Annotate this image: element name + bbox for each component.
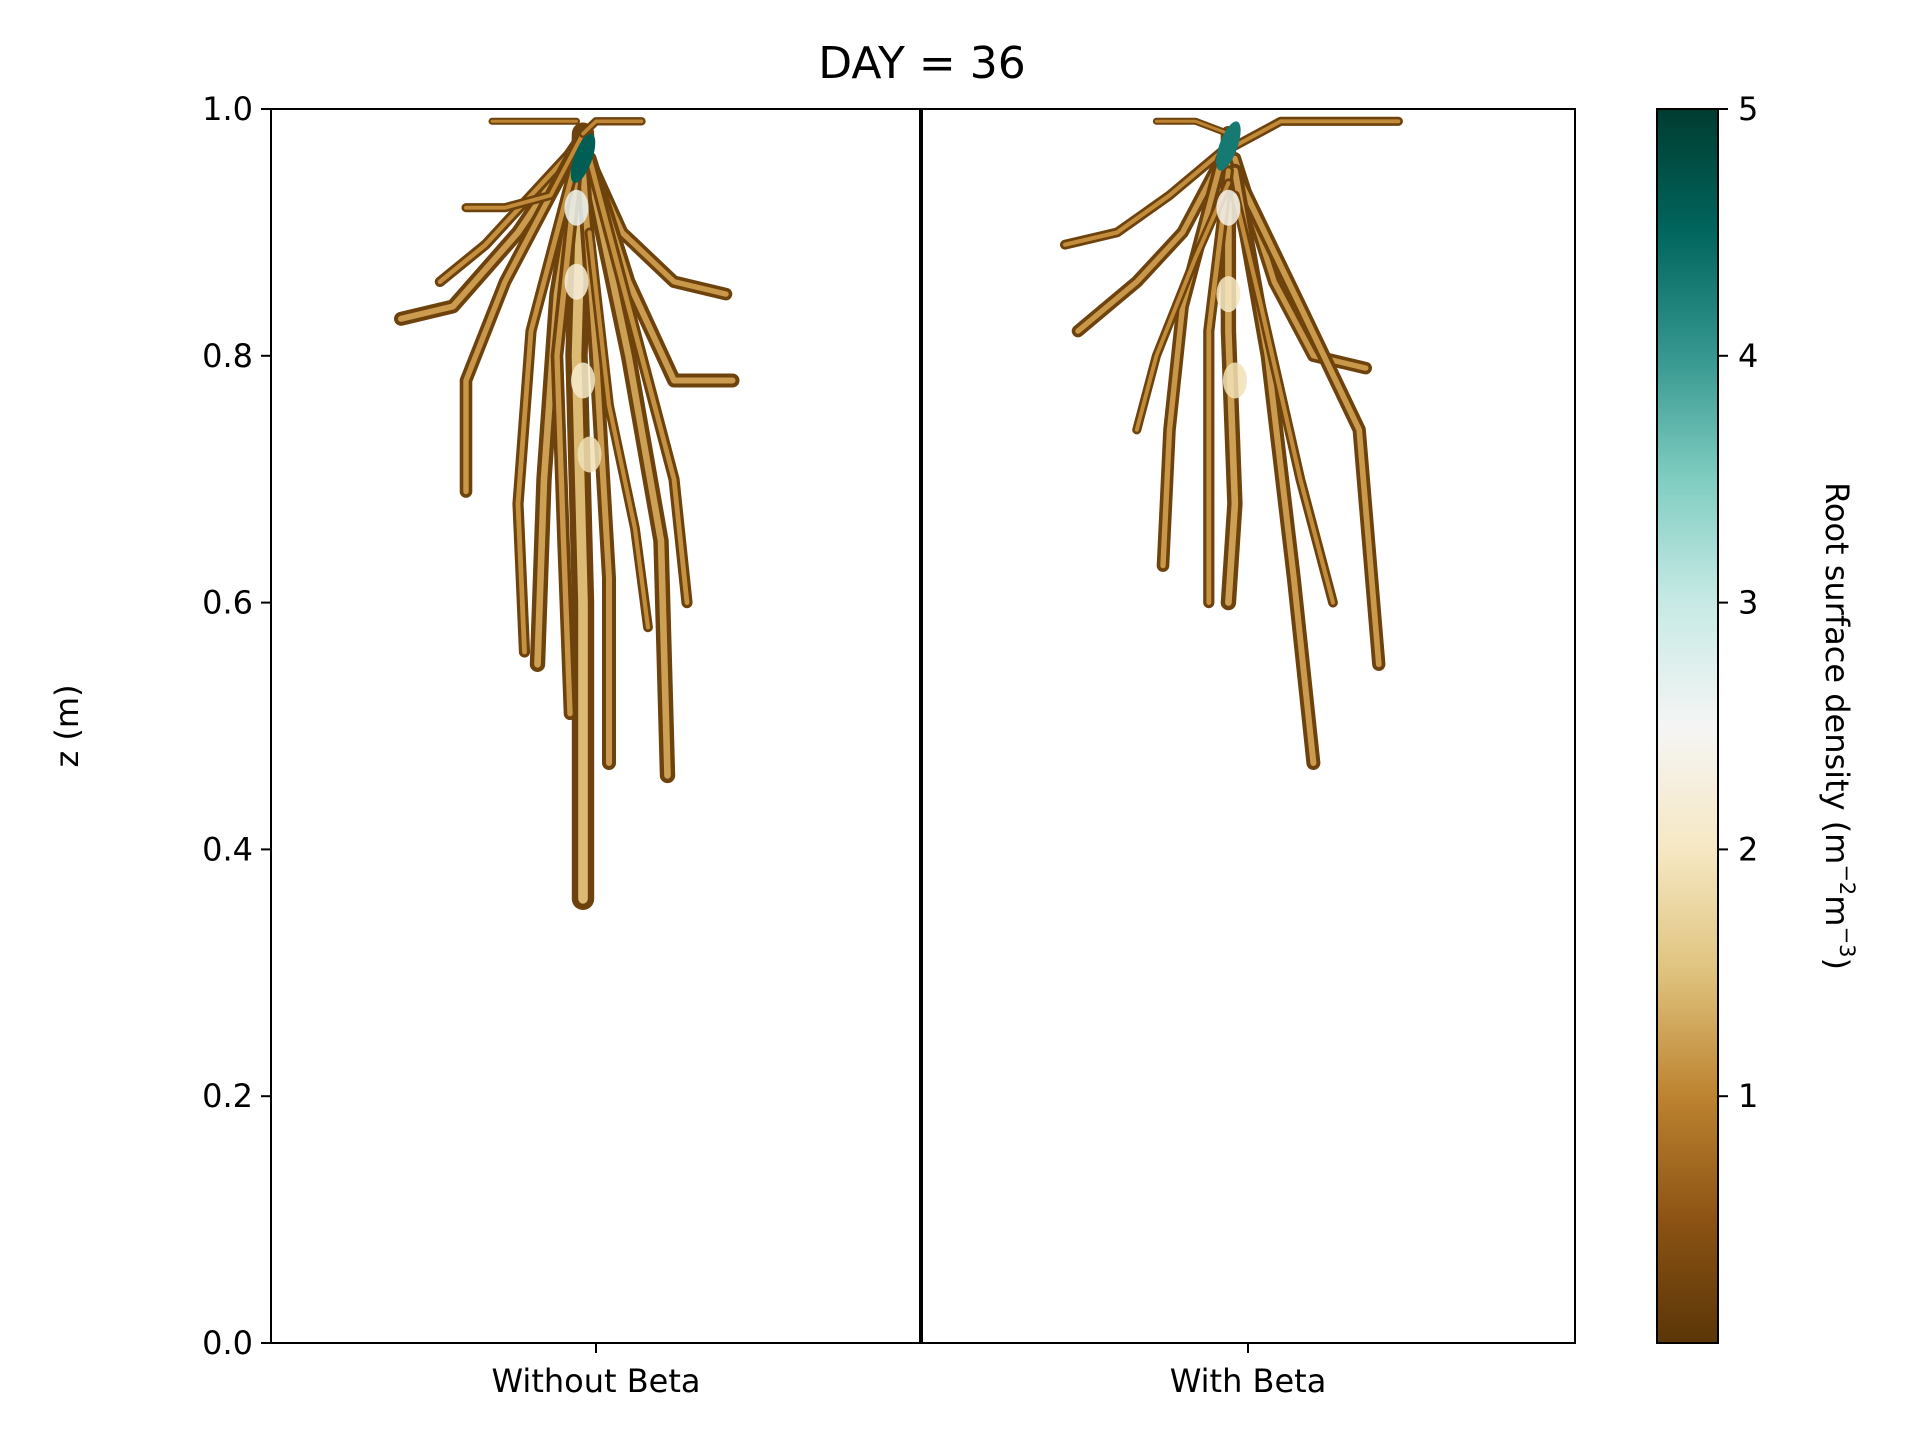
colorbar-label: Root surface density (m−2m−3) [1818, 482, 1859, 970]
root-density-hotspot [571, 362, 595, 399]
root-density-hotspot [1216, 276, 1241, 313]
y-tick-label: 0.4 [202, 830, 253, 868]
colorbar-label-sup2: −3 [1835, 926, 1859, 957]
root-density-core [1232, 193, 1336, 605]
panel-with-beta [1060, 116, 1403, 770]
root-density-core [1134, 181, 1231, 432]
y-tick-label: 0.2 [202, 1077, 253, 1115]
colorbar-axis: 1 2 3 4 5 [1718, 90, 1758, 1115]
chart-title: DAY = 36 [818, 38, 1026, 89]
root-density-hotspot [564, 189, 589, 226]
root-density-core [587, 230, 651, 630]
root-density-core [437, 143, 579, 285]
root-density-core [1232, 119, 1401, 148]
colorbar-label-main: Root surface density (m [1818, 482, 1856, 864]
root-density-band [1152, 117, 1232, 138]
root-density-hotspot [1216, 121, 1241, 171]
colorbar-label-sup1: −2 [1835, 864, 1859, 895]
colorbar-tick-label: 4 [1738, 337, 1758, 375]
colorbar-label-end: ) [1818, 957, 1856, 969]
x-tick-label: Without Beta [491, 1362, 700, 1400]
colorbar-tick-label: 3 [1738, 584, 1758, 622]
root-density-core [587, 156, 690, 605]
y-tick-label: 0.8 [202, 337, 253, 375]
root-density-hotspot [577, 436, 602, 473]
colorbar-tick-label: 2 [1738, 830, 1758, 868]
root-density-core [1075, 143, 1232, 334]
root-density-hotspot [564, 263, 589, 300]
y-axis-label: z (m) [48, 684, 86, 767]
colorbar [1656, 108, 1719, 1344]
y-tick-label: 0.6 [202, 584, 253, 622]
root-density-core [515, 156, 579, 655]
y-tick-label: 0.0 [202, 1324, 253, 1362]
root-density-hotspot [1222, 362, 1247, 399]
y-axis: 0.0 0.2 0.4 0.6 0.8 1.0 [202, 90, 271, 1362]
root-density-hotspot [570, 133, 596, 183]
root-density-core [586, 167, 671, 779]
root-density-hotspot [1216, 189, 1241, 226]
root-density-core [1206, 168, 1231, 605]
colorbar-label-mid: m [1818, 895, 1856, 926]
root-density-core [1062, 143, 1231, 247]
root-density-core [1154, 119, 1230, 136]
root-density-core [554, 168, 580, 717]
root-density-core [463, 155, 573, 495]
x-tick-label: With Beta [1170, 1362, 1327, 1400]
root-density-core [464, 131, 585, 210]
panel-without-beta [394, 117, 740, 910]
root-density-core [581, 119, 644, 136]
colorbar-tick-label: 5 [1738, 90, 1758, 128]
x-axis: Without Beta With Beta [491, 1343, 1326, 1400]
root-density-core [1225, 130, 1239, 606]
colorbar-tick-label: 1 [1738, 1077, 1758, 1115]
root-density-core [1232, 167, 1382, 668]
y-tick-label: 1.0 [202, 90, 253, 128]
